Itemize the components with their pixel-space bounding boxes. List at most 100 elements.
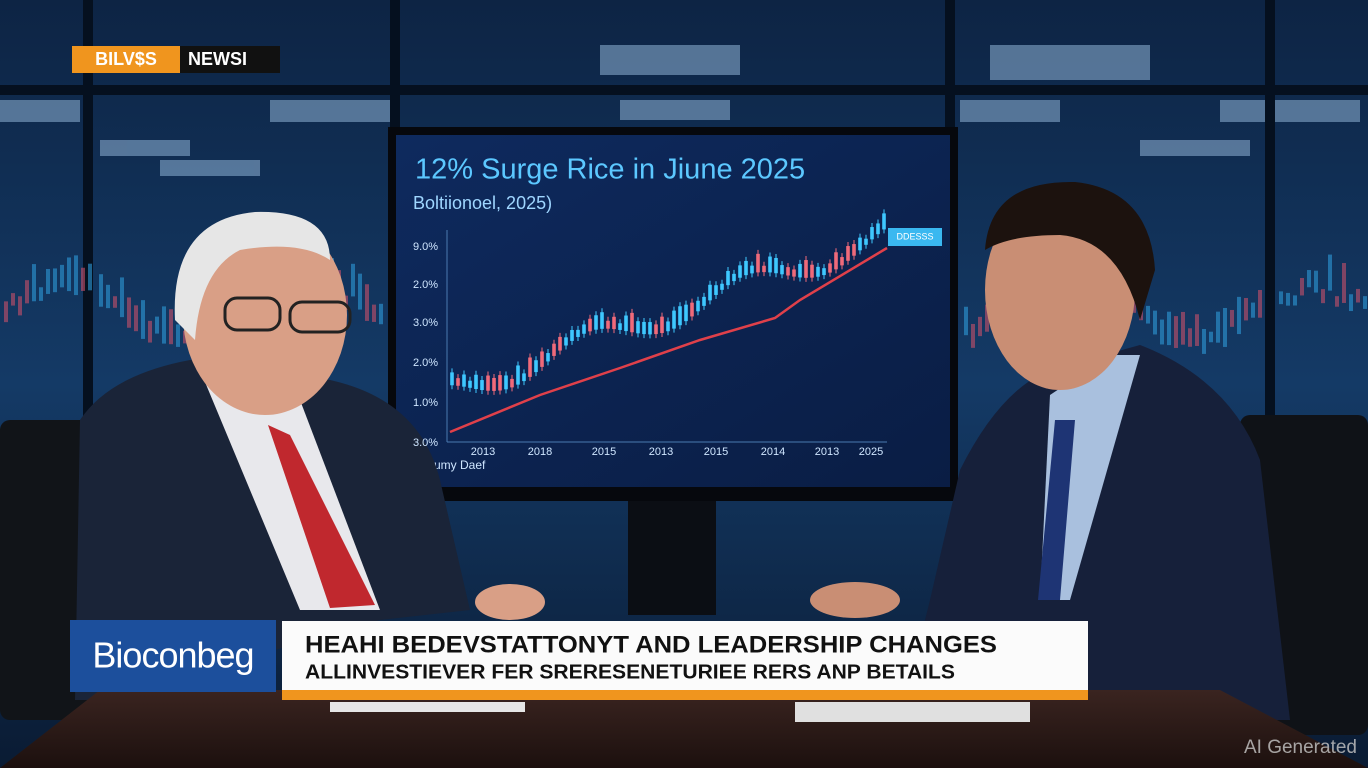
candle [786,267,790,276]
screen-x-label: 2013 [815,446,839,458]
watermark: AI Generated [1244,737,1357,758]
candle [702,296,706,306]
background-candle [46,268,50,294]
background-candle [372,304,376,322]
candle [846,246,850,261]
candle [606,320,610,329]
background-candle [1230,309,1234,327]
background-candle [1202,328,1206,354]
background-candle [32,264,36,302]
background-candle [365,284,369,321]
left-person-face [183,215,347,415]
background-candle [978,316,982,337]
subline: ALLINVESTIEVER FER SRERESENETURIEE RERS … [305,661,955,683]
candle [708,284,712,301]
background-candle [1258,289,1262,318]
glasses [223,296,282,332]
callout-box [888,228,942,246]
candle [480,380,484,391]
background-candle [113,296,117,308]
candle [588,318,592,332]
background-candle [1349,294,1353,312]
candle [750,265,754,274]
background-candle [53,268,57,293]
brand: Bioconbeg [92,635,253,676]
screen-y-label: 3.0% [413,437,438,449]
logo: BILV$S [95,49,157,69]
right-person-tie [1038,420,1075,600]
background-candle [964,306,968,336]
background-candle [39,287,43,301]
background-candle [1314,270,1318,293]
screen-x-label: 2025 [859,446,883,458]
candle [714,285,718,295]
background-candle [1237,296,1241,335]
screen-y-label: 9.0% [413,241,438,253]
candle [732,273,736,282]
background-candle [1160,319,1164,345]
background-candle [379,303,383,325]
candle [468,380,472,388]
candle [618,323,622,330]
logo-box [72,46,180,73]
screen-y-label: 1.0% [413,397,438,409]
background-candle [25,280,29,304]
background-candle [162,306,166,344]
background-candle [985,304,989,332]
candle [756,253,760,273]
candle [558,336,562,351]
section-label: NEWSI [188,49,247,69]
monitor-stand [628,500,716,615]
candle [648,322,652,335]
candle [816,266,820,277]
candle [450,372,454,386]
candle [840,257,844,266]
background-candle [358,273,362,310]
candle [720,283,724,290]
background-candle [18,296,22,316]
candle [516,365,520,385]
desk [0,690,1368,768]
background-candle [1286,292,1290,306]
background-candle [1307,270,1311,288]
background-candle [1342,263,1346,303]
candle [738,265,742,278]
background-candle [74,255,78,296]
background-candle [1167,311,1171,346]
background-candle [67,257,71,292]
right-person-hair [985,181,1155,320]
screen-chart [446,209,888,443]
screen-subtitle: Boltiionoel, 2025) [413,193,552,213]
candle [540,351,544,367]
candle [534,360,538,373]
candle [612,316,616,330]
candle [870,227,874,240]
candle [564,337,568,346]
background-candle [351,263,355,297]
candle [600,312,604,329]
candle [594,315,598,330]
paper [330,702,525,712]
candle [486,375,490,391]
background-candle [1251,302,1255,318]
candle [456,378,460,386]
candle [552,343,556,356]
candle [510,378,514,388]
candle [774,257,778,274]
background-candle [971,323,975,348]
background-candle [106,284,110,309]
candle [522,373,526,382]
headline: HEAHI BEDEVSTATTONYT AND LEADERSHIP CHAN… [305,631,997,658]
candle [684,304,688,322]
candle [462,374,466,387]
background-candle [1174,316,1178,348]
candle [690,302,694,317]
candle [642,321,646,335]
candle [744,260,748,276]
candle [852,244,856,256]
background-candle [155,316,159,334]
screen-x-label: 2018 [528,446,552,458]
background-candle [1244,297,1248,321]
candle [780,265,784,275]
background-candle [183,330,187,344]
